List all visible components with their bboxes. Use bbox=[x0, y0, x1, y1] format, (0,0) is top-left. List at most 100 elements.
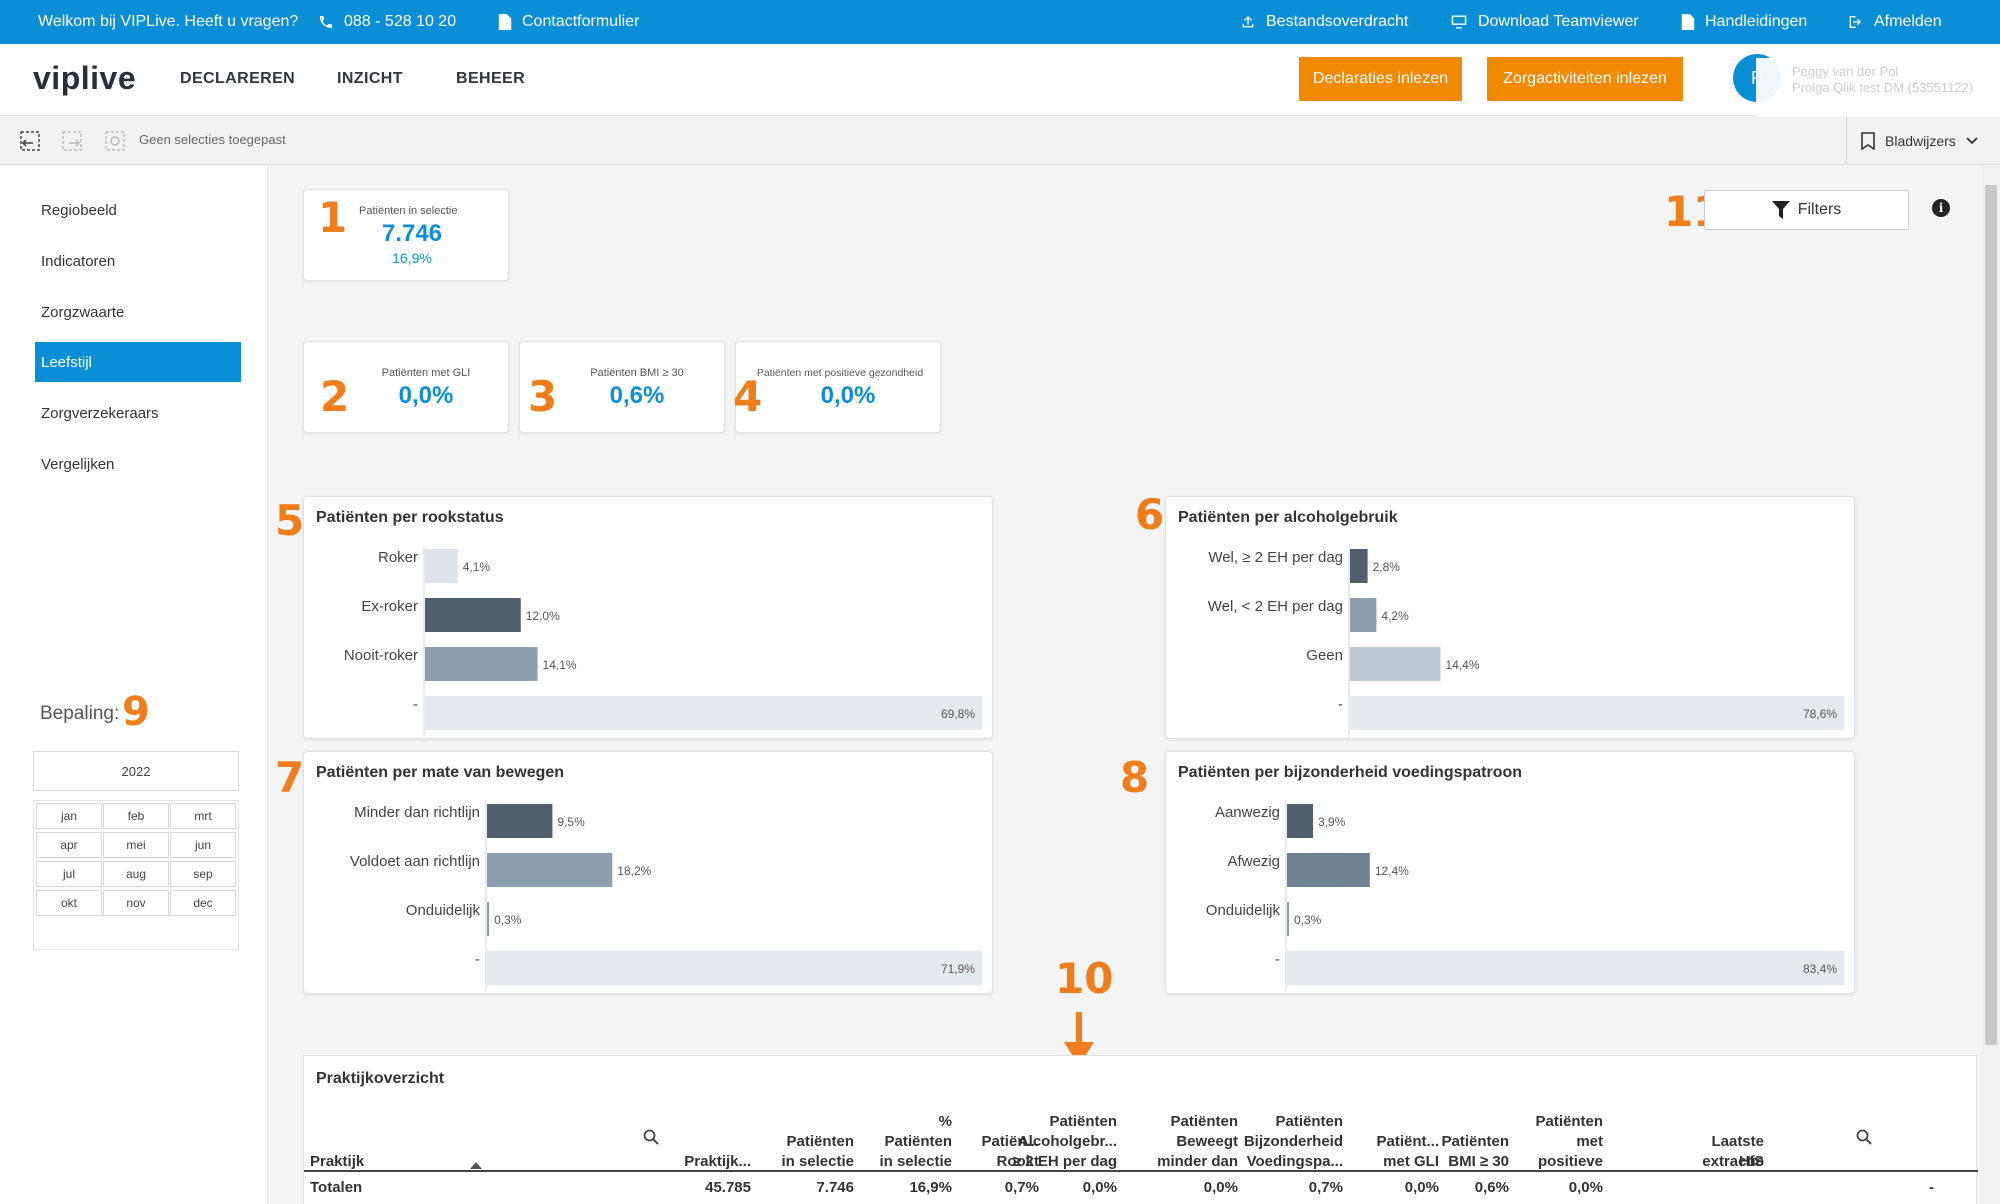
month-jan[interactable]: jan bbox=[36, 803, 102, 829]
bar[interactable] bbox=[1287, 902, 1290, 936]
month-jun[interactable]: jun bbox=[170, 832, 236, 858]
selection-back-icon[interactable] bbox=[18, 129, 42, 153]
manuals-link[interactable]: Handleidingen bbox=[1681, 0, 1807, 44]
month-okt[interactable]: okt bbox=[36, 890, 102, 916]
kpi-card-selectie[interactable]: Patiënten in selectie 7.746 16,9% bbox=[303, 189, 509, 281]
nav-declareren[interactable]: DECLAREREN bbox=[180, 70, 296, 87]
search-icon[interactable] bbox=[1856, 1129, 1872, 1145]
filters-button[interactable]: Filters bbox=[1704, 190, 1909, 230]
user-organization: Prolga Qlik test DM (53551122) bbox=[1792, 80, 1974, 95]
teamviewer-link[interactable]: Download Teamviewer bbox=[1450, 0, 1639, 44]
scrollbar-thumb[interactable] bbox=[1985, 185, 1997, 1045]
sidebar-item-zorgzwaarte[interactable]: Zorgzwaarte bbox=[41, 303, 125, 321]
column-header[interactable]: Patiënten BMI ≥ 30 bbox=[1441, 1133, 1509, 1170]
bar[interactable] bbox=[1350, 549, 1368, 583]
bar[interactable] bbox=[487, 804, 553, 838]
column-header[interactable]: HIS bbox=[1739, 1153, 1765, 1170]
month-mei[interactable]: mei bbox=[103, 832, 169, 858]
clear-selection-icon[interactable] bbox=[103, 129, 127, 153]
column-header[interactable]: Patiënten met positieve bbox=[1535, 1113, 1603, 1170]
bar[interactable] bbox=[487, 951, 982, 985]
chart-title: Patiënten per rookstatus bbox=[316, 509, 504, 526]
month-jul[interactable]: jul bbox=[36, 861, 102, 887]
data-label: 12,0% bbox=[526, 609, 560, 623]
kpi-card-gezondheid[interactable]: Patiënten met positieve gezondheid 0,0% bbox=[735, 341, 941, 433]
month-sep[interactable]: sep bbox=[170, 861, 236, 887]
chart-voedingspatroon: Patiënten per bijzonderheid voedingspatr… bbox=[1165, 751, 1855, 994]
table-cell: Totalen bbox=[310, 1179, 363, 1196]
bookmarks-button[interactable]: Bladwijzers bbox=[1846, 117, 2000, 165]
bar[interactable] bbox=[425, 598, 521, 632]
bar[interactable] bbox=[1350, 647, 1441, 681]
kpi-label: Patiënten BMI ≥ 30 bbox=[590, 367, 684, 379]
annotation-8: 8 bbox=[1120, 753, 1150, 802]
logout-link[interactable]: Afmelden bbox=[1846, 0, 1942, 44]
column-header[interactable]: Patiënten Alcoholgebr... ≥ 2 EH per dag bbox=[1012, 1113, 1117, 1170]
bar[interactable] bbox=[1287, 951, 1844, 985]
month-apr[interactable]: apr bbox=[36, 832, 102, 858]
column-header[interactable]: % Patiënten in selectie bbox=[879, 1113, 952, 1170]
sidebar-item-vergelijken[interactable]: Vergelijken bbox=[41, 455, 115, 473]
data-label: 69,8% bbox=[941, 707, 975, 721]
chart-title: Patiënten per bijzonderheid voedingspatr… bbox=[1178, 764, 1523, 781]
arrow-down-icon bbox=[1064, 1012, 1094, 1066]
sidebar-item-indicatoren[interactable]: Indicatoren bbox=[41, 252, 116, 270]
month-dec[interactable]: dec bbox=[170, 890, 236, 916]
sort-asc-icon[interactable] bbox=[470, 1162, 482, 1169]
bar[interactable] bbox=[487, 902, 490, 936]
chart-alcoholgebruik-svg: Wel, ≥ 2 EH per dag 2,8% Wel, < 2 EH per d… bbox=[1208, 545, 1844, 737]
sidebar-item-leefstijl[interactable]: Leefstijl bbox=[35, 342, 241, 382]
kpi-percentage: 16,9% bbox=[392, 250, 432, 266]
bar[interactable] bbox=[425, 549, 458, 583]
column-header[interactable]: Patiënten Bijzonderheid Voedingspa... bbox=[1243, 1113, 1343, 1170]
nav-beheer[interactable]: BEHEER bbox=[456, 70, 526, 87]
contact-form-link[interactable]: Contactformulier bbox=[498, 0, 639, 44]
bar[interactable] bbox=[1287, 804, 1314, 838]
bar[interactable] bbox=[1287, 853, 1370, 887]
user-info[interactable]: Peggy van der Pol Prolga Qlik test DM (5… bbox=[1756, 58, 2000, 118]
bar[interactable] bbox=[487, 853, 613, 887]
table-cell: 0,6% bbox=[1474, 1179, 1509, 1196]
table-cell: 0,0% bbox=[1404, 1179, 1439, 1196]
category-label: Roker bbox=[378, 549, 418, 566]
sidebar-item-regiobeeld[interactable]: Regiobeeld bbox=[41, 201, 117, 219]
bar[interactable] bbox=[425, 696, 982, 730]
kpi-card-gli[interactable]: Patiënten met GLI 0,0% bbox=[303, 341, 509, 433]
nav-inzicht[interactable]: INZICHT bbox=[337, 70, 403, 87]
kpi-label: Patiënten met GLI bbox=[381, 367, 471, 379]
viplive-logo[interactable]: viplive bbox=[33, 60, 137, 96]
phone-link[interactable]: 088 - 528 10 20 bbox=[318, 0, 456, 44]
zorgactiviteiten-inlezen-button[interactable]: Zorgactiviteiten inlezen bbox=[1487, 57, 1683, 101]
annotation-3: 3 bbox=[528, 372, 558, 421]
bar[interactable] bbox=[425, 647, 538, 681]
kpi-card-bmi[interactable]: Patiënten BMI ≥ 30 0,6% bbox=[519, 341, 725, 433]
column-header[interactable]: Patiën... Rookt bbox=[981, 1133, 1039, 1170]
category-label: Minder dan richtlijn bbox=[354, 804, 480, 821]
sidebar-item-zorgverzekeraars[interactable]: Zorgverzekeraars bbox=[41, 404, 159, 422]
bar[interactable] bbox=[1350, 598, 1377, 632]
column-header[interactable]: Praktijk... bbox=[684, 1153, 751, 1170]
info-icon[interactable]: i bbox=[1932, 199, 1950, 217]
year-selector[interactable]: 2022 bbox=[33, 751, 239, 791]
file-transfer-link[interactable]: Bestandsoverdracht bbox=[1240, 0, 1408, 44]
bar[interactable] bbox=[1350, 696, 1844, 730]
selection-forward-icon[interactable] bbox=[60, 129, 84, 153]
data-label: 14,1% bbox=[543, 658, 577, 672]
month-nov[interactable]: nov bbox=[103, 890, 169, 916]
column-header[interactable]: Patiënten Beweegt minder dan bbox=[1157, 1113, 1238, 1170]
category-label: Wel, < 2 EH per dag bbox=[1208, 598, 1343, 615]
annotation-7: 7 bbox=[275, 753, 305, 802]
declaraties-inlezen-button[interactable]: Declaraties inlezen bbox=[1299, 57, 1462, 101]
search-icon[interactable] bbox=[643, 1129, 659, 1145]
category-label: Ex-roker bbox=[361, 598, 418, 615]
column-header[interactable]: Patiënt... met GLI bbox=[1376, 1133, 1439, 1170]
annotation-10: 10 bbox=[1055, 954, 1114, 1003]
month-aug[interactable]: aug bbox=[103, 861, 169, 887]
table-cell: 0,0% bbox=[1082, 1179, 1117, 1196]
table-cell: 0,0% bbox=[1568, 1179, 1603, 1196]
column-header[interactable]: Praktijk bbox=[310, 1153, 365, 1170]
column-header[interactable]: Laatste extractie bbox=[1702, 1133, 1764, 1170]
month-mrt[interactable]: mrt bbox=[170, 803, 236, 829]
month-feb[interactable]: feb bbox=[103, 803, 169, 829]
column-header[interactable]: Patiënten in selectie bbox=[781, 1133, 854, 1170]
